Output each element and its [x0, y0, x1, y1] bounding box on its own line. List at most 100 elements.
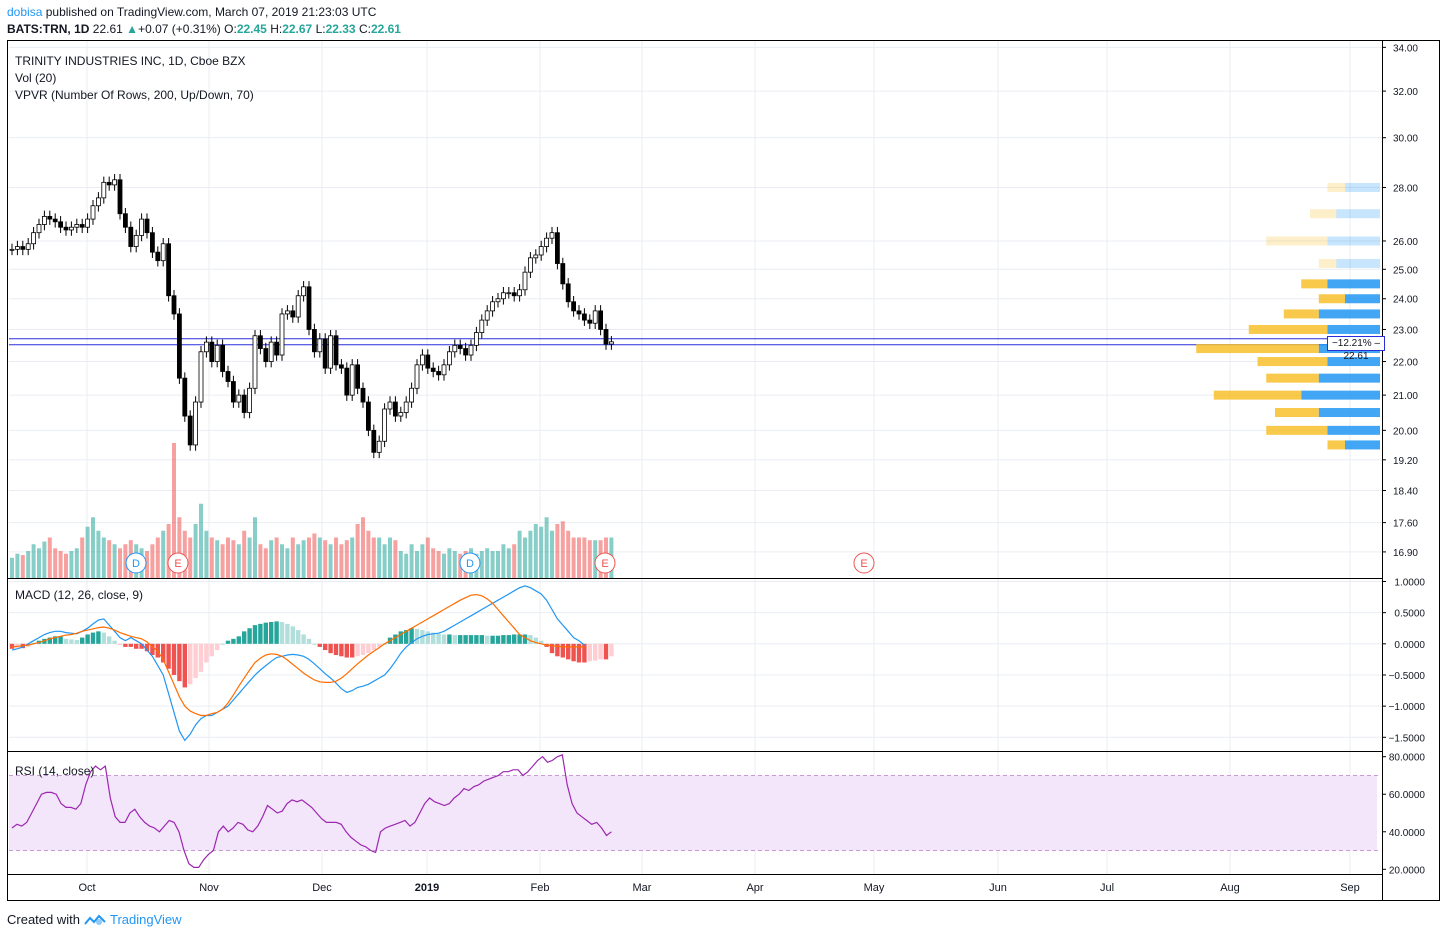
main-pane[interactable] [7, 40, 1383, 579]
candle-body [387, 401, 393, 410]
candle-body [344, 367, 350, 396]
macd-histogram-bar [58, 636, 63, 644]
macd-histogram-bar [560, 643, 565, 658]
macd-histogram-bar [171, 643, 177, 675]
candle-body [144, 218, 150, 234]
macd-histogram-bar [522, 634, 528, 644]
macd-histogram-bar [571, 643, 576, 662]
vpvr-down-bar [1266, 236, 1328, 246]
volume-bar [242, 530, 247, 578]
price-tick-label: 21.00 [1393, 391, 1418, 402]
macd-histogram-bar [582, 643, 587, 663]
earnings-marker-label: E [601, 558, 608, 570]
candle-body [452, 344, 458, 353]
up-arrow-icon: ▲ [126, 22, 139, 36]
macd-tick-label: 0.0000 [1394, 640, 1425, 651]
volume-bar [323, 540, 328, 578]
main-legend: TRINITY INDUSTRIES INC, 1D, Cboe BZX [15, 54, 246, 68]
candle-body [403, 401, 409, 413]
author-link[interactable]: dobisa [7, 5, 43, 19]
macd-histogram-bar [479, 635, 484, 644]
price-tick-label: 32.00 [1393, 87, 1418, 98]
macd-histogram-bar [252, 625, 258, 644]
candle-body [365, 401, 371, 431]
candle-body [371, 429, 377, 453]
earnings-marker-label: E [174, 558, 181, 570]
candle-body [376, 440, 382, 453]
macd-pane[interactable] [7, 578, 1383, 752]
candle-body [117, 179, 123, 215]
volume-bar [53, 548, 58, 578]
candle-body [284, 310, 290, 315]
macd-histogram-bar [177, 643, 182, 682]
candle-body [274, 341, 280, 356]
candle-body [587, 319, 593, 324]
volume-bar [253, 517, 257, 578]
vpvr-down-bar [1266, 373, 1319, 383]
candle-body [457, 344, 463, 349]
time-tick-label: Aug [1220, 882, 1240, 894]
macd-histogram-bar [593, 643, 598, 661]
volume-bar [101, 537, 106, 578]
time-axis[interactable] [7, 874, 1383, 901]
macd-histogram-bar [296, 630, 301, 644]
volume-bar [377, 537, 382, 578]
macd-histogram-bar [215, 643, 220, 651]
macd-histogram-bar [328, 643, 333, 654]
macd-histogram-bar [317, 643, 322, 647]
volume-bar [112, 544, 117, 578]
volume-bar [577, 537, 581, 578]
candle-body [58, 221, 63, 228]
macd-histogram-bar [333, 643, 339, 656]
vpvr-up-bar [1336, 259, 1380, 269]
price-axis[interactable] [1382, 40, 1440, 901]
macd-histogram-bar [85, 634, 90, 644]
candle-body [409, 387, 415, 403]
time-tick-label: Mar [633, 882, 652, 894]
price-tick-label: 22.00 [1393, 358, 1418, 369]
price-tick-label: 28.00 [1393, 183, 1418, 194]
volume-bar [523, 537, 527, 578]
volume-bar [74, 548, 79, 578]
volume-bar [10, 557, 14, 578]
created-with-text: Created with [7, 912, 80, 927]
vpvr-up-bar [1327, 236, 1380, 246]
tradingview-brand[interactable]: TradingView [109, 912, 182, 927]
macd-histogram-bar [350, 643, 355, 658]
macd-histogram-bar [414, 628, 420, 644]
volume-bar [533, 524, 538, 578]
volume-bar [582, 537, 587, 578]
vpvr-down-bar [1318, 259, 1337, 269]
volume-bar [177, 517, 182, 578]
candle-body [436, 371, 442, 376]
tradingview-logo-icon[interactable] [84, 914, 106, 926]
macd-histogram-bar [188, 643, 193, 685]
vpvr-down-bar [1327, 182, 1345, 192]
candle-body [257, 335, 263, 349]
vpvr-down-bar [1196, 344, 1319, 354]
volume-bar [393, 540, 398, 578]
price-tick-label: 26.00 [1393, 237, 1418, 248]
macd-histogram-bar [247, 628, 252, 644]
rsi-pane[interactable] [7, 751, 1383, 875]
candle-body [533, 254, 539, 259]
candle-body [187, 415, 193, 446]
candle-body [555, 232, 560, 264]
vpvr-up-bar [1318, 408, 1380, 418]
price-tick-label: 30.00 [1393, 134, 1418, 145]
candle-body [198, 351, 204, 403]
macd-histogram-bar [161, 643, 166, 663]
macd-histogram-bar [339, 643, 344, 657]
open-label: O: [224, 22, 237, 36]
candle-body [63, 226, 69, 231]
macd-histogram-bar [598, 643, 603, 660]
candle-body [571, 301, 576, 312]
macd-histogram-bar [495, 635, 501, 644]
vpvr-down-bar [1213, 390, 1302, 400]
macd-histogram-bar [517, 634, 522, 644]
volume-bar [172, 443, 176, 578]
macd-histogram-bar [447, 634, 452, 644]
candle-body [333, 335, 339, 366]
macd-histogram-bar [209, 643, 214, 657]
